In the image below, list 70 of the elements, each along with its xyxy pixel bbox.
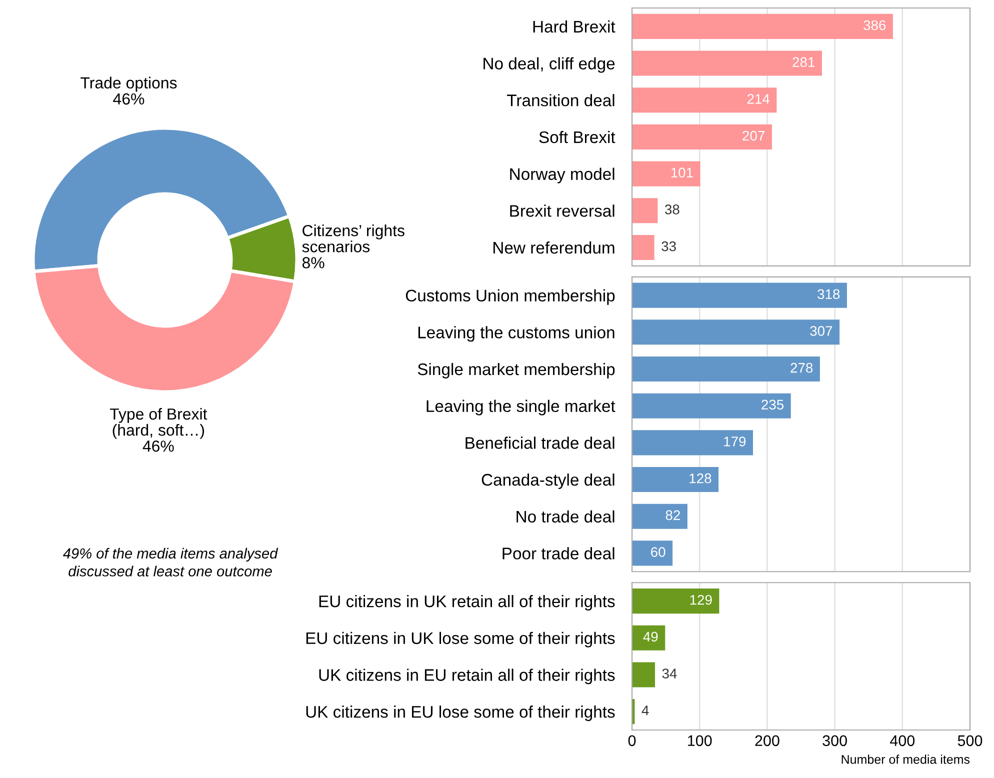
- data-label: 101: [671, 168, 693, 178]
- bar: [632, 430, 754, 456]
- data-label: 4: [642, 706, 649, 716]
- y-tick-label: Brexit reversal: [510, 204, 614, 217]
- data-label: 46%: [142, 440, 174, 452]
- bar: [632, 540, 673, 566]
- y-tick-label: Hard Brexit: [533, 20, 616, 33]
- y-tick-label: New referendum: [494, 241, 614, 254]
- bar: [632, 356, 820, 382]
- data-label: 8%: [302, 257, 324, 268]
- slice-label: Trade options: [80, 76, 177, 92]
- y-tick-label: No trade deal: [516, 510, 614, 523]
- y-tick-label: Customs Union membership: [406, 289, 615, 305]
- y-tick-label: Norway model: [510, 168, 614, 184]
- bar: [632, 198, 658, 224]
- y-tick-label: Canada-style deal: [482, 473, 614, 490]
- y-tick-label: EU citizens in UK retain all of their rights: [319, 595, 615, 611]
- data-label: 179: [724, 436, 746, 446]
- data-label: 386: [864, 20, 886, 30]
- y-tick-label: No deal, cliff edge: [484, 57, 615, 73]
- x-tick-label: 100: [688, 735, 712, 746]
- bar: [632, 14, 893, 39]
- bar: [632, 234, 654, 260]
- data-label: 49: [643, 632, 658, 642]
- y-tick-label: Soft Brexit: [539, 130, 616, 144]
- data-label: 128: [690, 473, 712, 484]
- data-label: 82: [666, 510, 680, 520]
- bar: [632, 393, 791, 418]
- data-label: 46%: [113, 93, 144, 105]
- data-label: 207: [742, 130, 764, 141]
- bar: [632, 504, 688, 529]
- y-tick-label: UK citizens in EU lose some of their rights: [306, 706, 615, 722]
- y-tick-label: Transition deal: [507, 94, 614, 106]
- y-tick-label: EU citizens in UK lose some of their rights: [306, 632, 615, 648]
- bar: [632, 50, 822, 76]
- data-label: 214: [747, 94, 770, 104]
- bar: [632, 467, 719, 492]
- x-tick-label: 0: [628, 735, 636, 746]
- data-label: 307: [810, 326, 832, 336]
- bar: [632, 625, 666, 650]
- y-tick-label: Single market membership: [418, 362, 615, 378]
- x-tick-label: 400: [890, 735, 915, 746]
- slice-label: Citizens’ rights scenarios: [302, 224, 404, 252]
- data-label: 235: [762, 400, 784, 410]
- data-label: 38: [664, 204, 680, 214]
- y-tick-label: UK citizens in EU retain all of their rights: [319, 668, 615, 684]
- y-tick-label: Beneficial trade deal: [466, 436, 614, 449]
- x-tick-label: 500: [958, 735, 982, 746]
- bar: [632, 124, 772, 150]
- bar: [632, 320, 840, 345]
- bar: [632, 88, 777, 113]
- y-tick-label: Poor trade deal: [502, 547, 614, 560]
- y-tick-label: Leaving the customs union: [418, 326, 614, 342]
- bar: [632, 282, 847, 308]
- data-label: 281: [792, 57, 815, 67]
- data-label: 33: [662, 241, 676, 252]
- x-tick-label: 300: [822, 735, 847, 746]
- slice-label: Type of Brexit (hard, soft…): [110, 408, 208, 439]
- bar: [632, 161, 700, 186]
- y-tick-label: Leaving the single market: [426, 400, 616, 416]
- data-label: 60: [651, 547, 666, 557]
- data-label: 318: [818, 289, 840, 300]
- text: 49% of the media items analysed discussed at least one outcome: [62, 548, 278, 576]
- bar: [632, 662, 655, 688]
- data-label: 34: [662, 668, 677, 678]
- x-tick-label: 200: [755, 735, 780, 746]
- data-label: 129: [690, 594, 712, 605]
- data-label: 278: [790, 362, 813, 373]
- bar: [632, 588, 720, 614]
- x-axis-title: Number of media items: [842, 754, 970, 764]
